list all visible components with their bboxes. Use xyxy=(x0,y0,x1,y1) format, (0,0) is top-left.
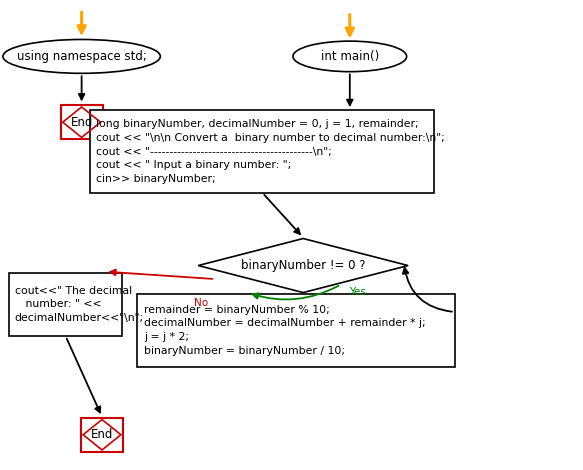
Polygon shape xyxy=(198,239,408,292)
Bar xyxy=(9,273,122,336)
Text: remainder = binaryNumber % 10;
decimalNumber = decimalNumber + remainder * j;
j : remainder = binaryNumber % 10; decimalNu… xyxy=(144,305,426,356)
Text: Yes: Yes xyxy=(349,287,366,298)
Text: No: No xyxy=(194,298,208,308)
Bar xyxy=(81,418,123,452)
Text: End: End xyxy=(71,116,93,129)
Text: binaryNumber != 0 ?: binaryNumber != 0 ? xyxy=(241,259,366,272)
Text: using namespace std;: using namespace std; xyxy=(17,50,146,63)
Text: cout<<" The decimal
   number: " <<
decimalNumber<<"\n";: cout<<" The decimal number: " << decimal… xyxy=(15,286,143,323)
Text: int main(): int main() xyxy=(321,50,379,63)
Bar xyxy=(90,110,434,193)
Text: End: End xyxy=(91,428,113,441)
Ellipse shape xyxy=(3,39,160,73)
Ellipse shape xyxy=(293,41,407,71)
Bar xyxy=(137,294,455,367)
Bar xyxy=(61,105,103,139)
Text: long binaryNumber, decimalNumber = 0, j = 1, remainder;
cout << "\n\n Convert a : long binaryNumber, decimalNumber = 0, j … xyxy=(96,119,445,184)
